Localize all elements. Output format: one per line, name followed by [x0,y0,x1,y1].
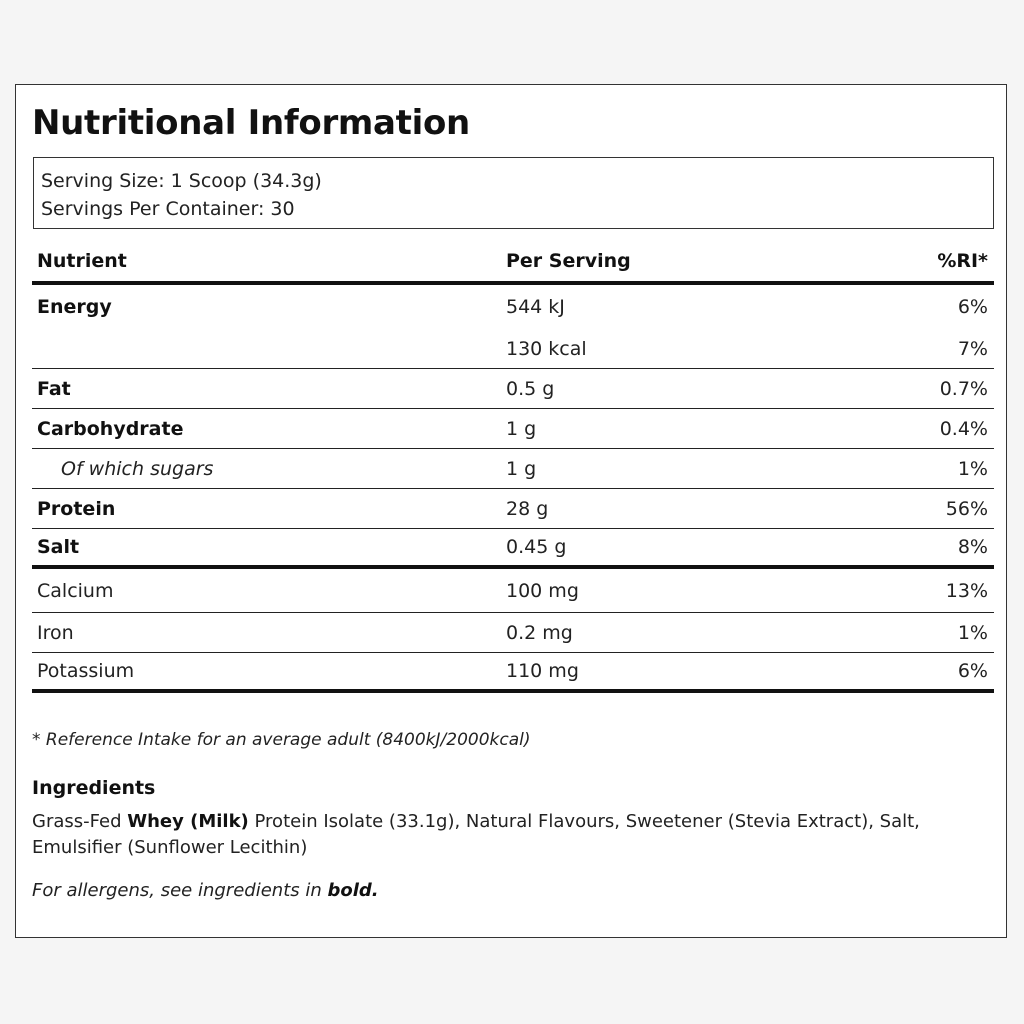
nutrient-name: Salt [37,536,80,558]
per-serving-value: 100 mg [506,579,579,602]
ri-value: 6% [957,296,988,318]
table-row-salt: Salt 0.45 g 8% [32,529,994,569]
ri-value: 7% [957,337,988,360]
nutrient-name: Energy [37,296,112,318]
table-row-calcium: Calcium 100 mg 13% [32,569,994,613]
nutrient-name: Of which sugars [61,457,214,480]
nutrient-name: Iron [37,621,74,644]
per-serving-value: 0.5 g [506,377,555,400]
ingredients-allergen: Whey (Milk) [127,811,249,832]
per-serving-value: 1 g [506,417,537,440]
allergen-note: For allergens, see ingredients in bold. [32,880,379,901]
table-header-row: Nutrient Per Serving %RI* [32,241,994,285]
per-serving-value: 1 g [506,457,537,480]
per-serving-value: 0.45 g [506,536,567,558]
nutrient-name: Fat [37,377,71,400]
reference-intake-footnote: * Reference Intake for an average adult … [32,730,531,750]
per-serving-value: 130 kcal [506,337,587,360]
nutrition-table: Nutrient Per Serving %RI* Energy 544 kJ … [32,241,994,693]
table-row-fat: Fat 0.5 g 0.7% [32,369,994,409]
nutrition-label-panel: Nutritional Information Serving Size: 1 … [15,84,1007,938]
table-row-potassium: Potassium 110 mg 6% [32,653,994,693]
ingredients-suffix: Protein Isolate (33.1g), Natural Flavour… [32,811,920,858]
table-row-iron: Iron 0.2 mg 1% [32,613,994,653]
per-serving-value: 544 kJ [506,296,565,318]
column-header-per-serving: Per Serving [506,250,631,272]
ri-value: 56% [945,497,988,520]
per-serving-value: 28 g [506,497,549,520]
ri-value: 6% [957,660,988,682]
serving-info-box: Serving Size: 1 Scoop (34.3g) Servings P… [33,157,994,229]
servings-per-container: Servings Per Container: 30 [41,198,295,220]
serving-size: Serving Size: 1 Scoop (34.3g) [41,170,322,192]
table-row-sugars: Of which sugars 1 g 1% [32,449,994,489]
label-title: Nutritional Information [32,103,470,143]
ingredients-list: Grass-Fed Whey (Milk) Protein Isolate (3… [32,809,982,861]
ri-value: 1% [957,457,988,480]
per-serving-value: 110 mg [506,660,579,682]
table-row-carbohydrate: Carbohydrate 1 g 0.4% [32,409,994,449]
nutrient-name: Protein [37,497,116,520]
allergen-note-bold: bold. [327,880,379,901]
ri-value: 0.7% [939,377,988,400]
column-header-nutrient: Nutrient [37,250,127,272]
nutrient-name: Carbohydrate [37,417,184,440]
table-row-energy-kj: Energy 544 kJ 6% [32,285,994,329]
ingredients-prefix: Grass-Fed [32,811,128,832]
table-row-energy-kcal: 130 kcal 7% [32,329,994,369]
nutrient-name: Potassium [37,660,135,682]
ri-value: 1% [957,621,988,644]
allergen-note-prefix: For allergens, see ingredients in [32,880,328,901]
ri-value: 8% [957,536,988,558]
nutrient-name: Calcium [37,579,114,602]
per-serving-value: 0.2 mg [506,621,573,644]
column-header-ri: %RI* [937,250,988,272]
table-row-protein: Protein 28 g 56% [32,489,994,529]
ri-value: 13% [945,579,988,602]
ri-value: 0.4% [939,417,988,440]
ingredients-heading: Ingredients [32,777,156,799]
